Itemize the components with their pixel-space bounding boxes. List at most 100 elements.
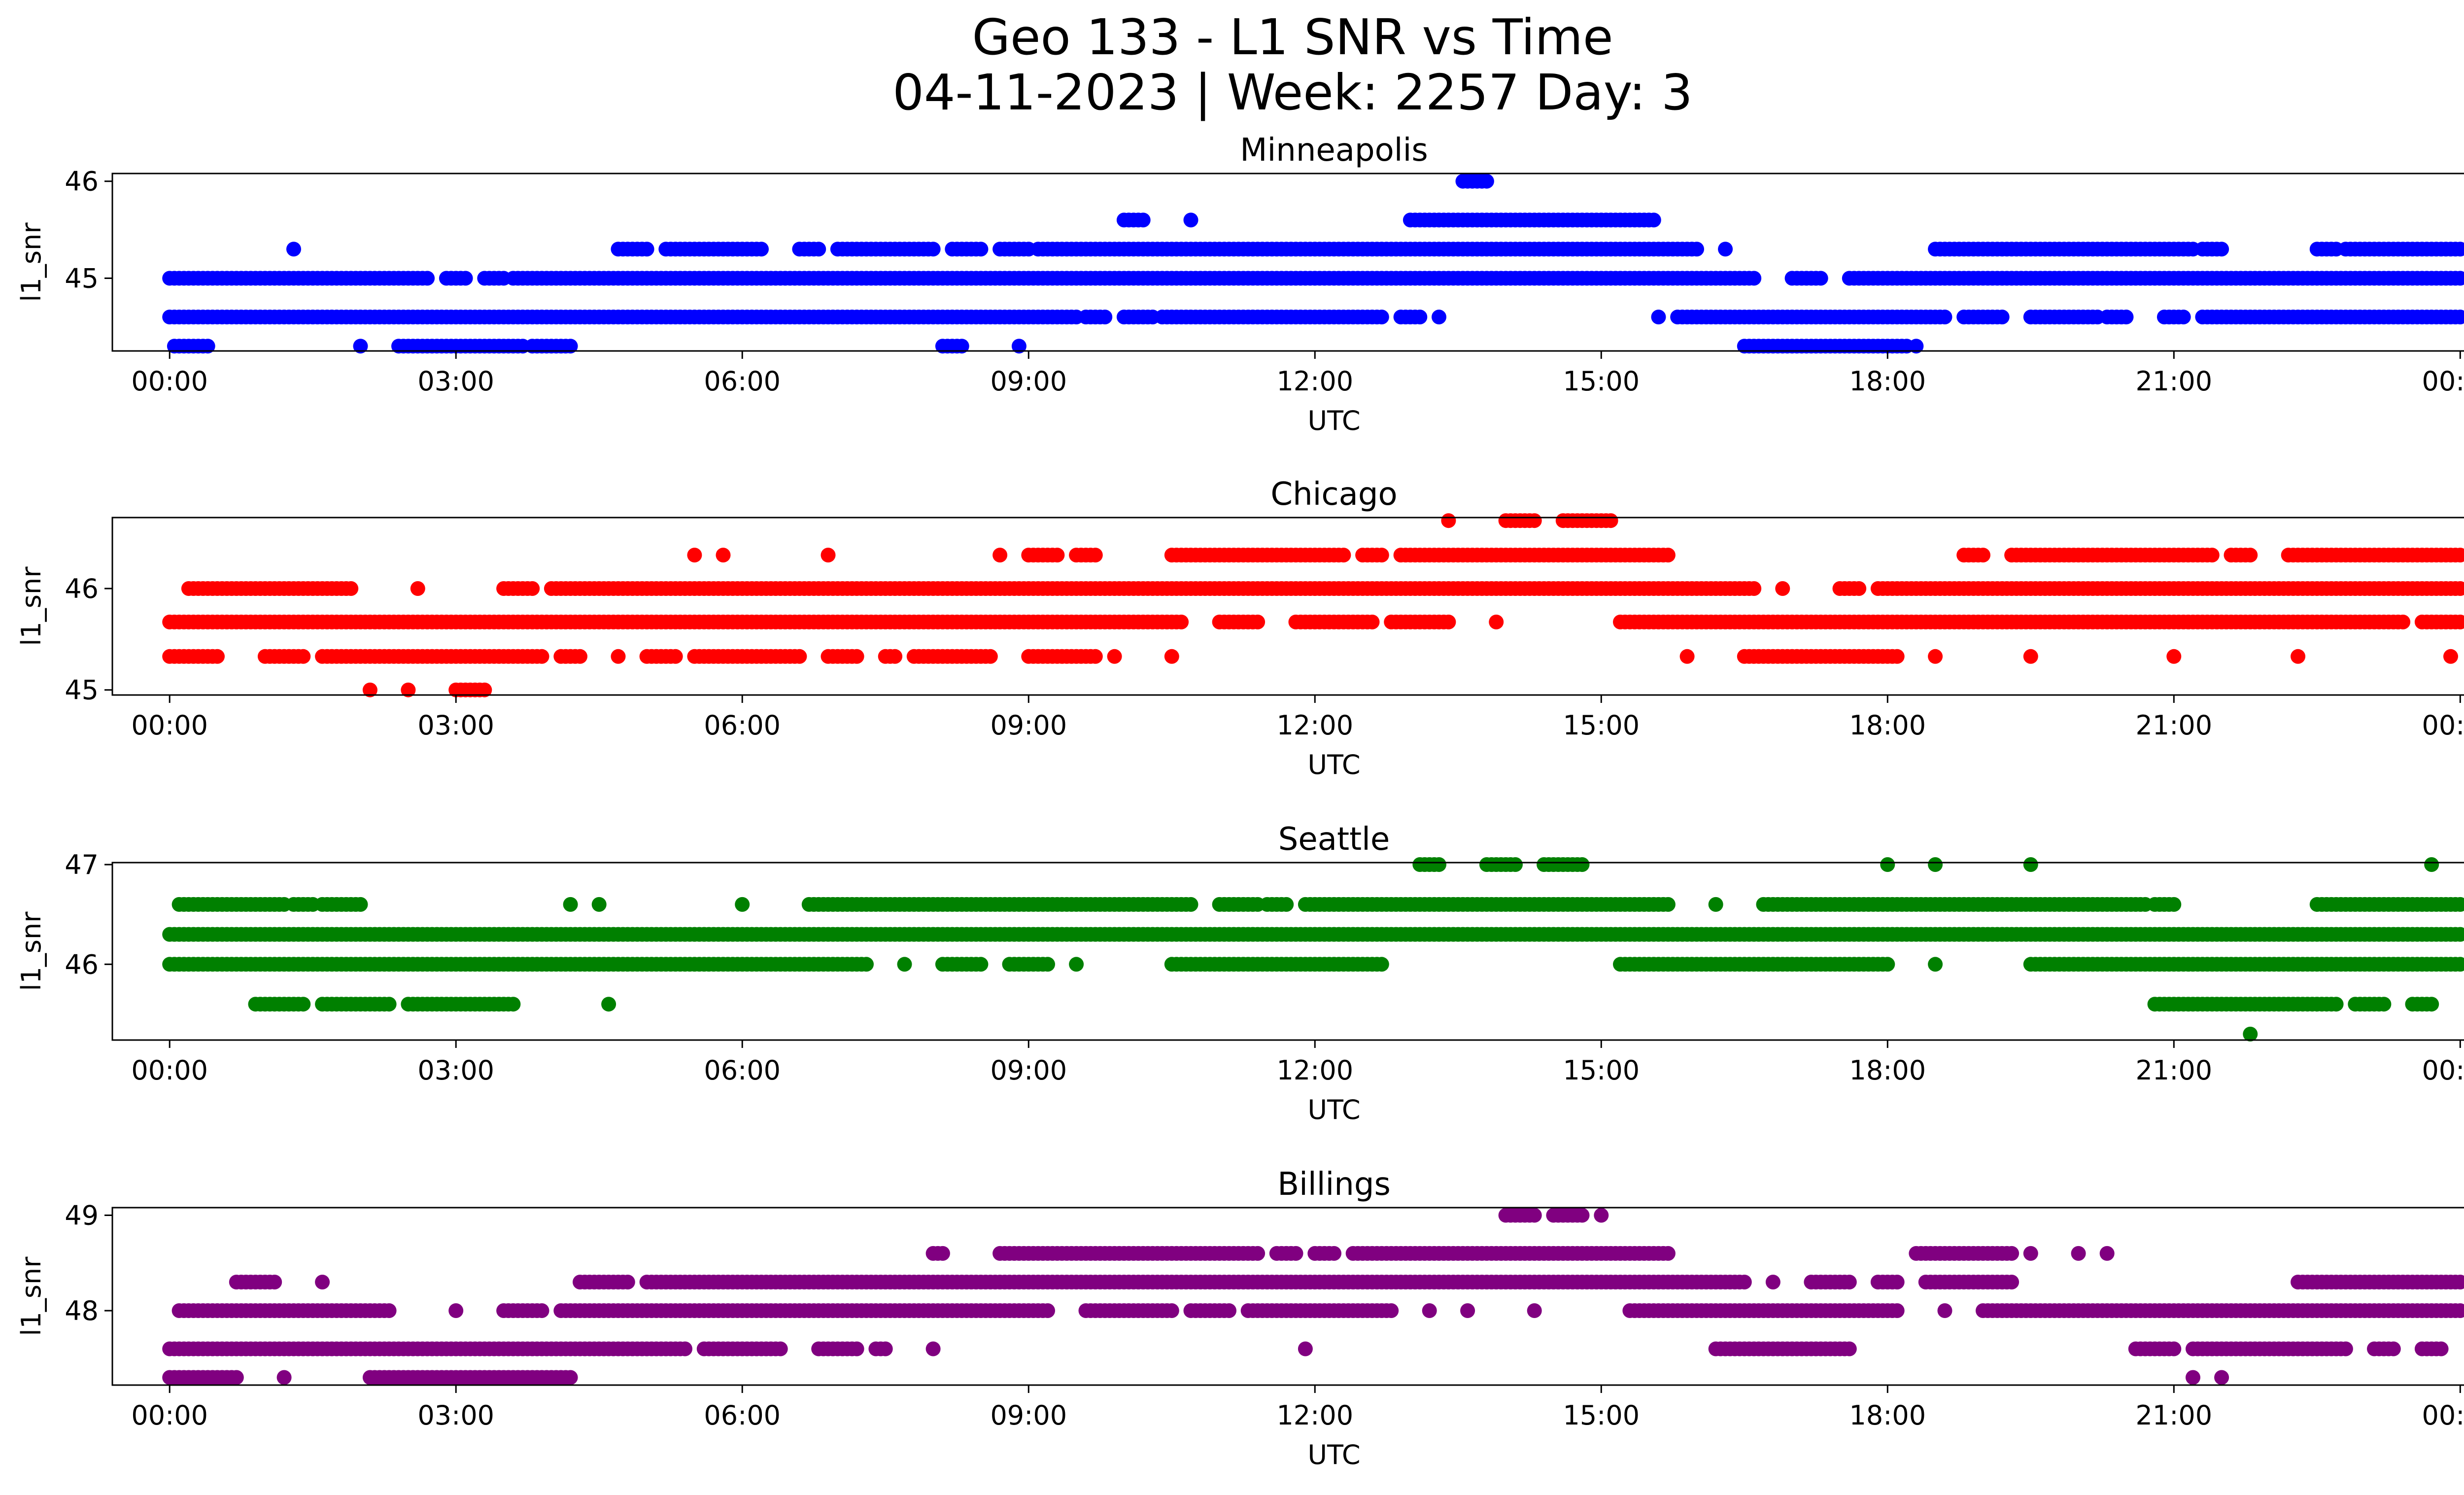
- y-axis-label: l1_snr: [16, 566, 47, 646]
- data-point: [2166, 897, 2182, 912]
- data-point: [1164, 649, 1179, 664]
- data-point: [2453, 310, 2464, 325]
- subplot-title: Seattle: [1278, 821, 1390, 858]
- data-point: [458, 271, 473, 286]
- data-point: [792, 649, 807, 664]
- data-point: [2291, 649, 2306, 664]
- data-point: [1432, 857, 1446, 872]
- data-point: [210, 649, 225, 664]
- data-point: [420, 271, 435, 286]
- data-point: [1107, 649, 1122, 664]
- data-point: [925, 1341, 941, 1356]
- data-point: [362, 682, 377, 697]
- data-point: [200, 339, 215, 354]
- data-point: [1174, 614, 1189, 629]
- x-tick-label: 03:00: [417, 1055, 494, 1086]
- data-point: [1880, 957, 1895, 972]
- data-point: [1222, 1303, 1236, 1318]
- data-point: [1432, 310, 1446, 325]
- data-point: [353, 897, 368, 912]
- data-point: [2424, 997, 2439, 1012]
- data-point: [1040, 1303, 1055, 1318]
- data-point: [1279, 897, 1294, 912]
- data-point: [1746, 271, 1762, 286]
- data-point: [381, 997, 397, 1012]
- data-point: [353, 339, 368, 354]
- x-tick-label: 15:00: [1563, 366, 1640, 397]
- x-tick-label: 21:00: [2136, 710, 2213, 741]
- x-tick-label: 00:00: [2422, 366, 2464, 397]
- data-point: [563, 897, 578, 912]
- data-point: [1574, 1208, 1590, 1223]
- data-point: [1050, 548, 1065, 563]
- y-tick-label: 45: [65, 263, 99, 294]
- data-point: [1298, 1341, 1313, 1356]
- axes-frame: [111, 173, 2464, 352]
- data-point: [821, 548, 836, 563]
- data-point: [973, 242, 989, 257]
- x-tick-label: 09:00: [990, 366, 1067, 397]
- data-point: [849, 649, 864, 664]
- data-point: [2453, 271, 2464, 286]
- data-point: [1765, 1275, 1780, 1289]
- data-point: [601, 997, 616, 1012]
- y-tick-label: 47: [65, 849, 99, 880]
- data-point: [286, 242, 301, 257]
- x-tick-label: 00:00: [2422, 1055, 2464, 1086]
- data-point: [2453, 1275, 2464, 1289]
- scatter-points: [162, 1208, 2464, 1385]
- data-point: [1460, 1303, 1475, 1318]
- data-point: [525, 581, 540, 596]
- data-point: [878, 1341, 893, 1356]
- x-tick-label: 06:00: [704, 366, 781, 397]
- data-point: [1813, 271, 1828, 286]
- data-point: [620, 1275, 635, 1289]
- data-point: [668, 649, 683, 664]
- data-point: [2023, 857, 2038, 872]
- x-axis-label: UTC: [1307, 405, 1360, 436]
- data-point: [2004, 1246, 2019, 1261]
- data-point: [678, 1341, 692, 1356]
- data-point: [381, 1303, 397, 1318]
- data-point: [1594, 1208, 1609, 1223]
- scatter-points: [162, 857, 2464, 1042]
- y-axis-label: l1_snr: [16, 911, 47, 991]
- data-point: [563, 339, 578, 354]
- data-point: [1660, 1246, 1676, 1261]
- data-point: [2166, 649, 2182, 664]
- x-tick-label: 21:00: [2136, 366, 2213, 397]
- x-tick-label: 03:00: [417, 366, 494, 397]
- data-point: [735, 897, 750, 912]
- data-point: [1708, 897, 1723, 912]
- scatter-points: [162, 513, 2464, 697]
- data-point: [983, 649, 998, 664]
- data-point: [859, 957, 874, 972]
- data-point: [410, 581, 425, 596]
- data-point: [2424, 857, 2439, 872]
- data-point: [1937, 1303, 1952, 1318]
- data-point: [1412, 310, 1428, 325]
- data-point: [1183, 212, 1198, 228]
- data-point: [1660, 897, 1676, 912]
- data-point: [1737, 1275, 1752, 1289]
- data-point: [1374, 957, 1389, 972]
- data-point: [1718, 242, 1733, 257]
- data-point: [1679, 649, 1695, 664]
- x-tick-label: 18:00: [1849, 710, 1926, 741]
- data-point: [2243, 548, 2258, 563]
- data-point: [1527, 513, 1542, 528]
- data-point: [1937, 310, 1952, 325]
- x-tick-label: 09:00: [990, 1055, 1067, 1086]
- data-point: [296, 649, 311, 664]
- y-tick-label: 46: [65, 949, 99, 980]
- x-tick-label: 18:00: [1849, 1055, 1926, 1086]
- data-point: [1851, 581, 1867, 596]
- data-point: [2453, 242, 2464, 257]
- data-point: [2023, 1246, 2038, 1261]
- data-point: [506, 997, 521, 1012]
- data-point: [1775, 581, 1790, 596]
- y-axis-label: l1_snr: [16, 222, 47, 302]
- data-point: [925, 242, 941, 257]
- data-point: [1909, 339, 1924, 354]
- data-point: [1646, 212, 1661, 228]
